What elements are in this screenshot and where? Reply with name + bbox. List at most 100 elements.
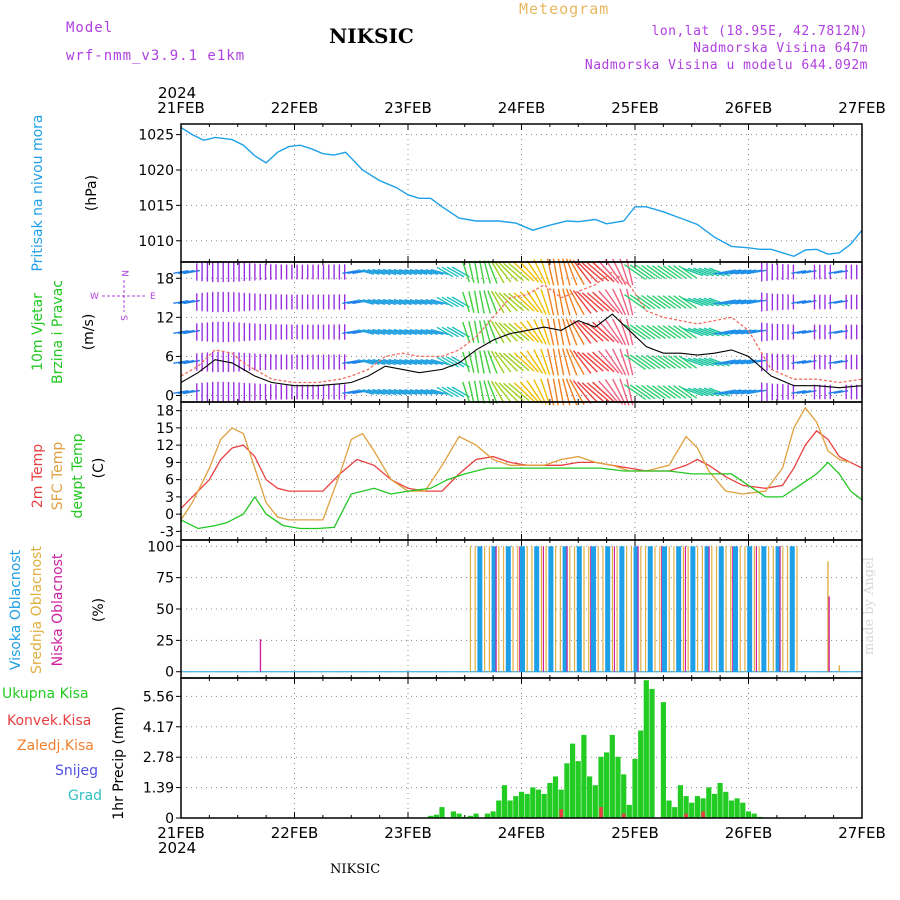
wind-arrow bbox=[446, 266, 465, 278]
wind-arrow bbox=[393, 388, 412, 396]
wind-arrow bbox=[577, 351, 598, 373]
wind-arrow bbox=[393, 298, 412, 306]
wind-arrow bbox=[393, 328, 412, 336]
precip-bar bbox=[518, 791, 525, 819]
wind-arrow bbox=[483, 320, 491, 344]
y-tick-label: 18 bbox=[156, 271, 174, 287]
wind-arrow bbox=[508, 262, 530, 282]
wind-arrow bbox=[420, 329, 438, 335]
wind-arrow bbox=[382, 328, 402, 336]
wind-arrow bbox=[640, 324, 661, 340]
wind-arrow bbox=[487, 380, 498, 404]
precip-bar bbox=[552, 776, 559, 818]
wind-arrow bbox=[487, 350, 498, 374]
precip-bar bbox=[666, 800, 672, 818]
wind-arrow bbox=[673, 355, 692, 369]
wind-arrow bbox=[490, 320, 505, 344]
wind-arrow bbox=[572, 350, 592, 374]
wind-arrow bbox=[436, 326, 454, 338]
wind-arrow bbox=[562, 378, 571, 406]
wind-arrow bbox=[623, 264, 647, 280]
wind-arrow bbox=[577, 381, 598, 403]
wind-arrow bbox=[415, 269, 433, 275]
wind-arrow bbox=[698, 267, 720, 277]
precip-bar bbox=[456, 813, 462, 818]
x-tick-label-top: 21FEB bbox=[157, 99, 204, 117]
y-tick-label: 1.39 bbox=[143, 781, 174, 797]
wind-arrow bbox=[508, 352, 530, 372]
wind-arrow bbox=[473, 290, 480, 314]
wind-arrow bbox=[441, 356, 459, 368]
model-altitude-label: Nadmorska Visina u modelu 644.092m bbox=[584, 58, 868, 73]
cloud-bar-high bbox=[548, 546, 554, 672]
y-tick-label: 18 bbox=[156, 404, 174, 420]
wind-arrow bbox=[393, 268, 412, 276]
wind-arrow bbox=[425, 389, 444, 395]
wind-arrow bbox=[791, 300, 807, 304]
y-tick-label: 12 bbox=[156, 310, 174, 326]
cloud-bar-high bbox=[718, 546, 724, 672]
wind-arrow bbox=[382, 358, 402, 366]
wind-arrow bbox=[565, 348, 578, 376]
wind-arrow bbox=[546, 348, 555, 376]
cloud-bar-high bbox=[747, 546, 753, 672]
wind-arrow bbox=[533, 349, 547, 375]
x-tick-label-top: 23FEB bbox=[384, 99, 431, 117]
wind-arrow bbox=[604, 379, 624, 405]
wind-arrow bbox=[388, 328, 407, 336]
wind-arrow bbox=[687, 387, 709, 397]
wind-arrow bbox=[420, 299, 438, 305]
wind-arrow bbox=[526, 290, 543, 314]
wind-arrow bbox=[546, 288, 555, 316]
wind-arrow bbox=[646, 384, 666, 400]
wind-arrow bbox=[729, 329, 752, 335]
wind-arrow bbox=[513, 292, 535, 312]
wind-arrow bbox=[526, 260, 543, 284]
wind-arrow bbox=[382, 388, 402, 396]
wind-arrow bbox=[651, 355, 671, 369]
precip-bar bbox=[490, 811, 496, 818]
wind-arrow bbox=[420, 269, 438, 275]
wind-arrow bbox=[581, 292, 604, 312]
wind-arrow bbox=[362, 299, 380, 305]
precip-bar bbox=[700, 798, 706, 818]
wind-arrow bbox=[629, 384, 651, 400]
wind-arrow bbox=[526, 380, 543, 404]
wind-arrow bbox=[557, 318, 565, 346]
wind-arrow bbox=[657, 385, 677, 399]
wind-arrow bbox=[586, 382, 610, 402]
wind-arrow bbox=[651, 265, 671, 279]
precip-bar bbox=[615, 756, 621, 819]
wind-arrow bbox=[735, 269, 757, 275]
wind-arrow bbox=[703, 297, 725, 307]
precip-bar bbox=[467, 815, 473, 818]
wind-arrow bbox=[513, 322, 535, 342]
wind-arrow bbox=[791, 270, 807, 274]
precip-bar bbox=[723, 791, 729, 819]
wind-arrow bbox=[483, 260, 491, 284]
wind-arrow bbox=[420, 359, 438, 365]
wind-arrow bbox=[746, 389, 767, 395]
wind-arrow bbox=[698, 327, 720, 337]
temp-axis-label-2m: 2m Temp bbox=[30, 444, 46, 508]
precip-legend-item: Ukupna Kisa bbox=[2, 686, 89, 702]
cloud-bar-high bbox=[505, 546, 511, 672]
wind-arrow bbox=[682, 357, 704, 367]
wind-arrow bbox=[581, 352, 604, 372]
x-tick-label-top: 27FEB bbox=[838, 99, 885, 117]
cloud-axis-label-high: Visoka Oblacnost bbox=[8, 549, 24, 670]
y-tick-label: 0 bbox=[165, 665, 174, 681]
wind-arrow bbox=[619, 288, 630, 316]
wind-arrow bbox=[399, 299, 417, 305]
wind-arrow bbox=[494, 381, 512, 403]
wind-arrow bbox=[662, 265, 682, 279]
wind-arrow bbox=[367, 359, 386, 365]
wind-arrow bbox=[526, 320, 543, 344]
wind-arrow bbox=[586, 262, 610, 282]
precip-legend-item: Konvek.Kisa bbox=[7, 713, 91, 729]
wind-arrow bbox=[393, 358, 412, 366]
wind-arrow bbox=[708, 357, 731, 367]
precip-bar bbox=[689, 802, 695, 818]
wind-arrow bbox=[420, 389, 438, 395]
precip-bar bbox=[484, 813, 490, 818]
